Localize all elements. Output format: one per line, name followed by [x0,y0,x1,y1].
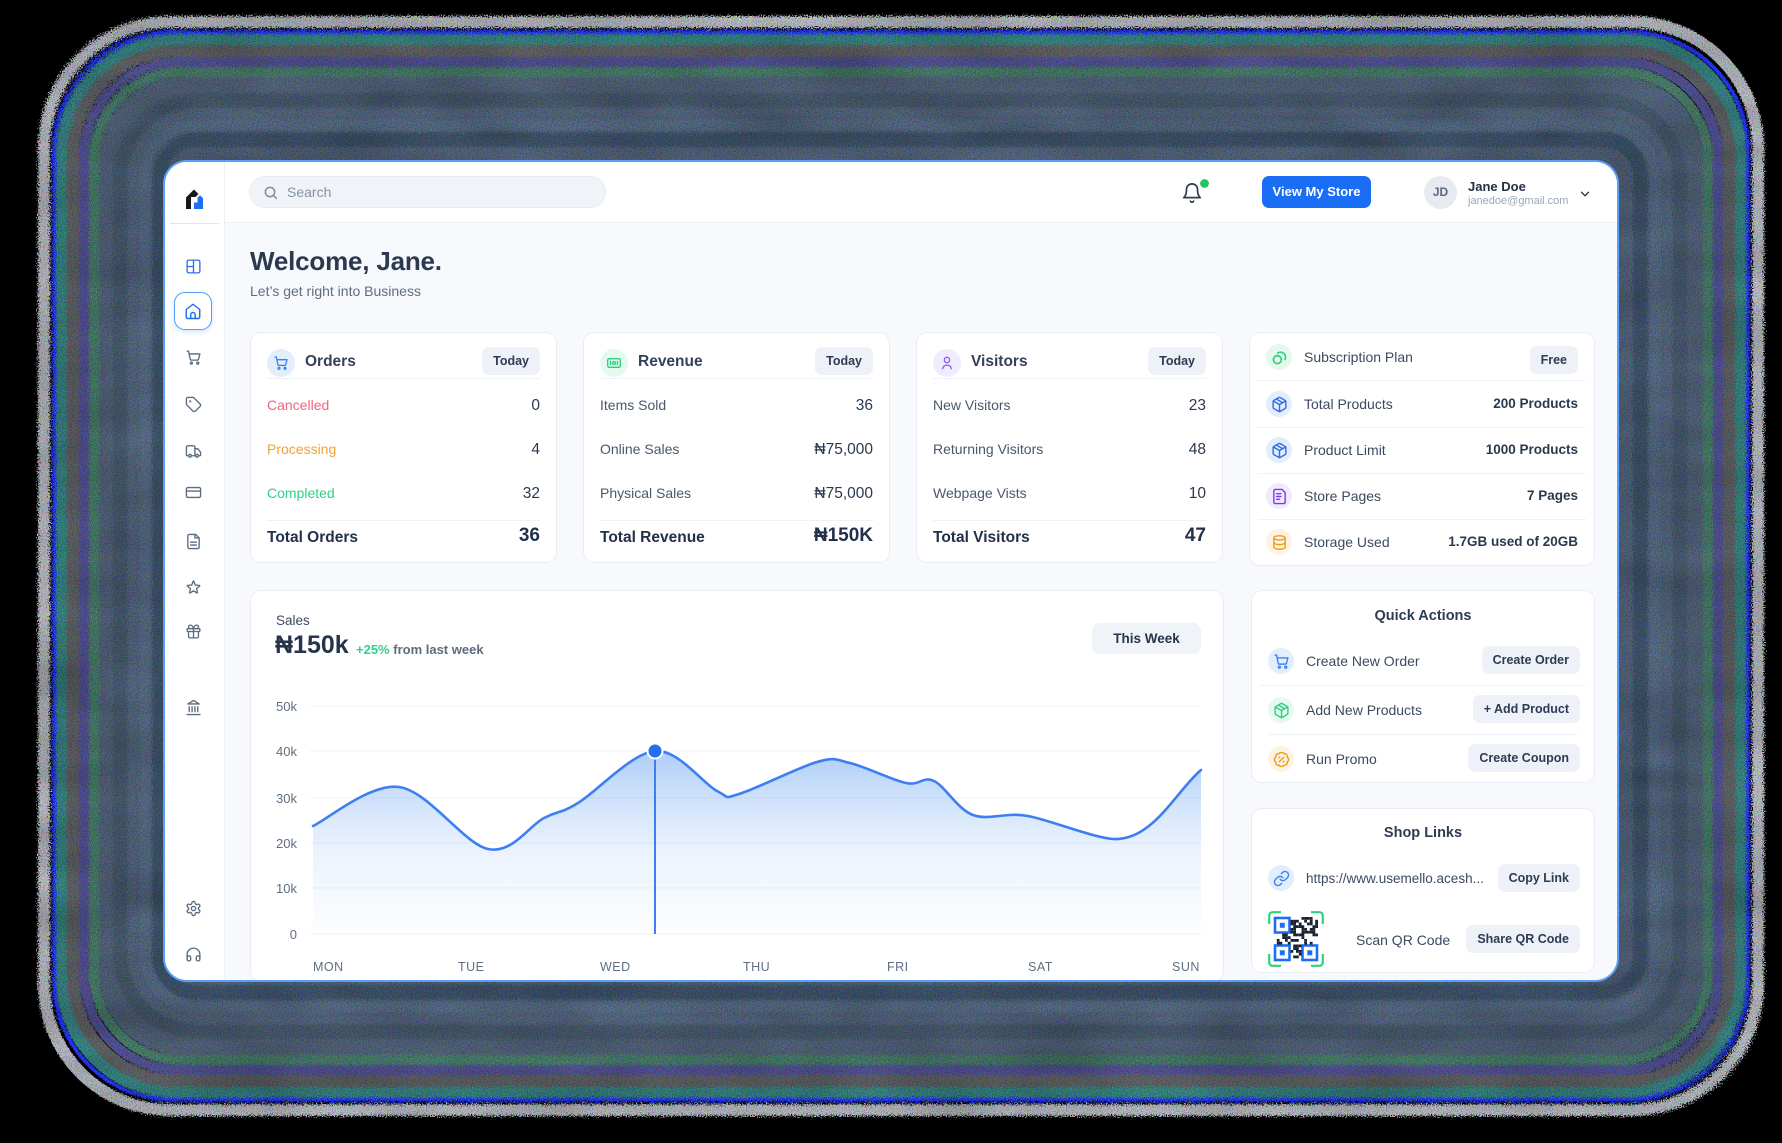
svg-text:TUE: TUE [458,960,485,974]
svg-text:30k: 30k [276,791,297,806]
svg-text:SUN: SUN [1172,960,1200,974]
svg-text:40k: 40k [276,744,297,759]
svg-text:WED: WED [600,960,631,974]
svg-text:MON: MON [313,960,344,974]
svg-text:THU: THU [743,960,770,974]
svg-text:20k: 20k [276,836,297,851]
svg-text:50k: 50k [276,699,297,714]
svg-text:SAT: SAT [1028,960,1053,974]
svg-text:10k: 10k [276,881,297,896]
svg-text:FRI: FRI [887,960,909,974]
svg-text:0: 0 [290,927,297,942]
